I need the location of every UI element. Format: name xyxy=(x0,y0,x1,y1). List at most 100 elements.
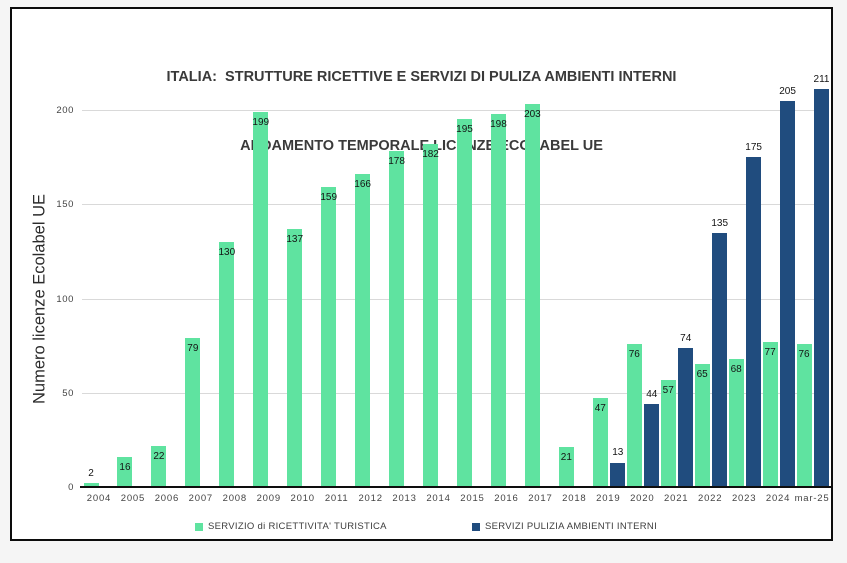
data-label-ricettivita-2024: 77 xyxy=(764,346,776,358)
x-axis-line xyxy=(80,486,831,488)
x-tick-label-2018: 2018 xyxy=(562,493,587,504)
bar-ricettivita-2021 xyxy=(660,379,676,487)
bar-ricettivita-2019 xyxy=(592,398,608,487)
data-label-ricettivita-2008: 130 xyxy=(218,246,236,258)
bar-pulizia-2023 xyxy=(746,157,762,487)
data-label-ricettivita-2023: 68 xyxy=(730,363,742,375)
data-label-ricettivita-2015: 195 xyxy=(456,124,473,136)
data-label-ricettivita-2013: 178 xyxy=(388,156,405,168)
x-tick-label-2009: 2009 xyxy=(256,493,281,504)
bar-pulizia-2022 xyxy=(712,232,728,487)
data-label-pulizia-2022: 135 xyxy=(711,217,729,229)
legend: SERVIZIO di RICETTIVITA' TURISTICA SERVI… xyxy=(12,521,831,537)
bar-ricettivita-2009 xyxy=(253,111,269,487)
bar-ricettivita-2018 xyxy=(558,447,574,487)
gridline-150 xyxy=(82,204,829,206)
x-tick-label-2006: 2006 xyxy=(154,493,180,504)
x-tick-label-mar-25: mar-25 xyxy=(794,493,830,504)
x-tick-label-2013: 2013 xyxy=(392,493,417,504)
bar-pulizia-2021 xyxy=(678,347,694,487)
x-tick-label-2007: 2007 xyxy=(188,493,213,504)
bar-ricettivita-2010 xyxy=(287,228,303,487)
data-label-ricettivita-2020: 76 xyxy=(628,348,640,360)
bar-ricettivita-2014 xyxy=(423,143,439,487)
bar-ricettivita-2024 xyxy=(762,341,778,487)
bar-ricettivita-2023 xyxy=(728,358,744,487)
data-label-ricettivita-2019: 47 xyxy=(594,403,606,415)
chart-frame: ITALIA: STRUTTURE RICETTIVE E SERVIZI DI… xyxy=(10,7,833,541)
x-tick-label-2014: 2014 xyxy=(426,493,451,504)
y-tick-label-0: 0 xyxy=(68,482,74,493)
gridline-100 xyxy=(82,298,829,300)
data-label-ricettivita-2007: 79 xyxy=(187,343,199,355)
x-tick-label-2005: 2005 xyxy=(120,493,146,504)
data-label-pulizia-2024: 205 xyxy=(779,85,796,97)
x-tick-label-2019: 2019 xyxy=(596,493,621,504)
y-tick-label-100: 100 xyxy=(56,293,74,305)
x-tick-label-2004: 2004 xyxy=(86,493,112,504)
bar-ricettivita-2016 xyxy=(490,113,506,487)
x-tick-label-2016: 2016 xyxy=(494,493,519,504)
bar-pulizia-2019 xyxy=(610,462,626,487)
data-label-ricettivita-2021: 57 xyxy=(662,384,674,396)
data-label-ricettivita-2011: 159 xyxy=(320,192,338,204)
y-tick-label-200: 200 xyxy=(56,105,74,116)
data-label-pulizia-2019: 13 xyxy=(612,447,624,459)
data-label-pulizia-mar-25: 211 xyxy=(813,74,830,86)
data-label-ricettivita-2018: 21 xyxy=(560,452,572,464)
x-tick-label-2024: 2024 xyxy=(765,493,791,504)
data-label-ricettivita-mar-25: 76 xyxy=(798,348,810,360)
bar-pulizia-2020 xyxy=(644,404,660,487)
data-label-ricettivita-2022: 65 xyxy=(696,369,708,381)
x-tick-label-2023: 2023 xyxy=(731,493,757,504)
x-tick-label-2010: 2010 xyxy=(290,493,315,504)
bar-ricettivita-2022 xyxy=(694,364,710,487)
data-label-ricettivita-2010: 137 xyxy=(286,233,304,245)
bar-pulizia-2024 xyxy=(780,100,796,487)
bar-ricettivita-2007 xyxy=(185,338,201,487)
data-label-pulizia-2023: 175 xyxy=(745,142,762,154)
bar-ricettivita-2015 xyxy=(457,119,472,487)
x-tick-label-2015: 2015 xyxy=(460,493,485,504)
gridline-50 xyxy=(82,392,829,394)
bar-ricettivita-2017 xyxy=(524,104,540,487)
data-label-ricettivita-2004: 2 xyxy=(88,468,94,480)
bar-ricettivita-2006 xyxy=(151,445,167,487)
legend-label-pulizia: SERVIZI PULIZIA AMBIENTI INTERNI xyxy=(485,521,658,532)
data-label-ricettivita-2014: 182 xyxy=(422,148,439,160)
bar-ricettivita-2012 xyxy=(355,174,371,487)
bar-pulizia-mar-25 xyxy=(814,89,830,487)
chart-title-line1: ITALIA: STRUTTURE RICETTIVE E SERVIZI DI… xyxy=(166,69,677,85)
x-tick-label-2021: 2021 xyxy=(664,493,689,504)
x-tick-label-2022: 2022 xyxy=(697,493,723,504)
legend-label-ricettivita: SERVIZIO di RICETTIVITA' TURISTICA xyxy=(208,521,387,532)
x-tick-label-2017: 2017 xyxy=(528,493,553,504)
x-tick-label-2008: 2008 xyxy=(222,493,247,504)
y-tick-label-50: 50 xyxy=(62,387,74,399)
bar-ricettivita-mar-25 xyxy=(796,343,812,487)
x-tick-label-2020: 2020 xyxy=(630,493,655,504)
bar-ricettivita-2008 xyxy=(219,241,235,487)
data-label-ricettivita-2017: 203 xyxy=(524,109,541,121)
data-label-pulizia-2021: 74 xyxy=(680,332,692,344)
bar-ricettivita-2020 xyxy=(626,343,642,487)
bar-ricettivita-2011 xyxy=(321,187,337,487)
chart-title: ITALIA: STRUTTURE RICETTIVE E SERVIZI DI… xyxy=(12,20,831,204)
y-tick-label-150: 150 xyxy=(56,199,74,211)
data-label-ricettivita-2006: 22 xyxy=(153,450,165,462)
legend-swatch-green-icon xyxy=(195,522,203,531)
gridline-200 xyxy=(82,110,829,111)
legend-item-ricettivita: SERVIZIO di RICETTIVITA' TURISTICA xyxy=(195,521,387,532)
plot-area: 2 16 22 79 130 199 137 159 166 178 182 195 198 203 21 4… xyxy=(82,74,830,487)
data-label-ricettivita-2012: 166 xyxy=(354,179,371,191)
data-label-pulizia-2020: 44 xyxy=(646,389,658,401)
bar-ricettivita-2013 xyxy=(389,151,405,487)
data-label-ricettivita-2005: 16 xyxy=(119,461,131,473)
legend-swatch-navy-icon xyxy=(472,522,480,531)
data-label-ricettivita-2009: 199 xyxy=(252,116,270,128)
x-tick-label-2011: 2011 xyxy=(324,493,349,504)
bar-ricettivita-2004 xyxy=(83,483,99,487)
x-tick-label-2012: 2012 xyxy=(358,493,383,504)
legend-item-pulizia: SERVIZI PULIZIA AMBIENTI INTERNI xyxy=(472,521,657,532)
